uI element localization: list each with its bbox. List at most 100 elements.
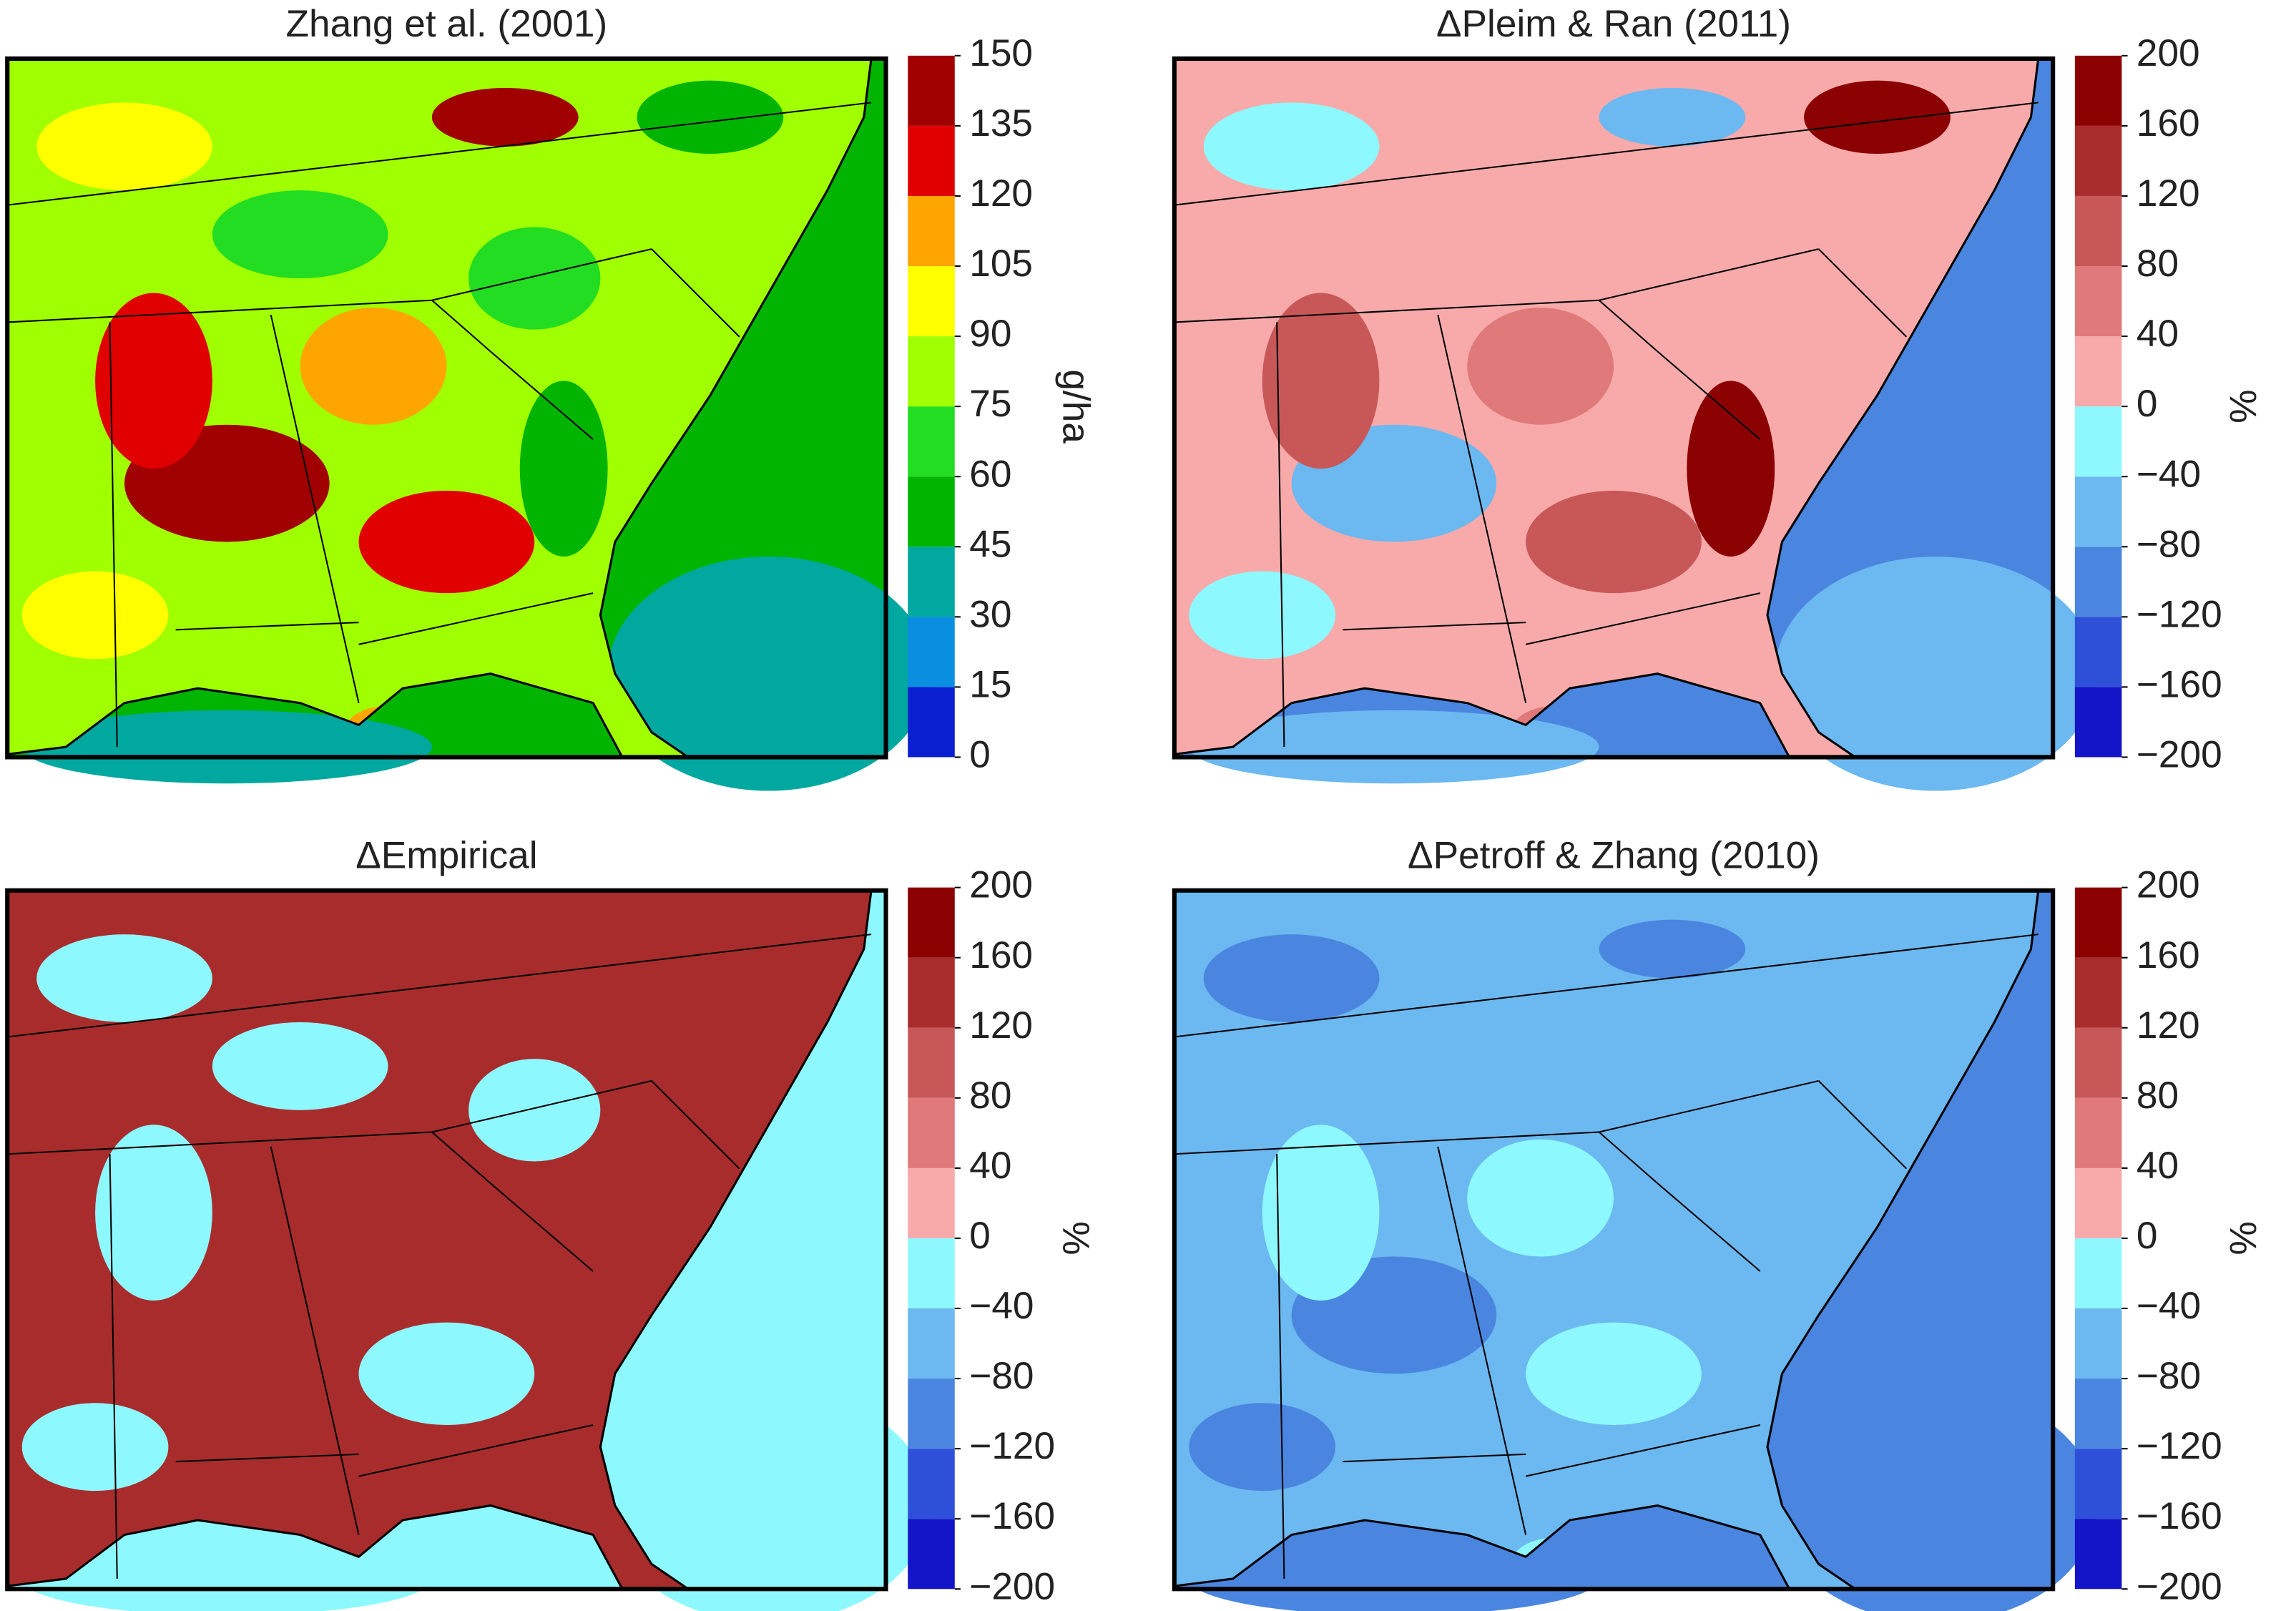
colorbar-tick-label: 135 [969,102,1033,145]
colorbar-segment [2074,266,2122,337]
ocean-zone [21,710,432,784]
colorbar-tick-label: −160 [969,1495,1055,1537]
state-border [1174,934,2039,1038]
land-patch [36,934,212,1022]
colorbar-segment [2074,336,2122,407]
colorbar-tick-label: 120 [2136,1004,2200,1047]
map-frame [5,56,888,760]
colorbar-tick-label: −200 [2136,734,2222,776]
state-border [270,314,360,703]
land-patch [468,1059,601,1162]
colorbar-tick-label: −40 [969,1285,1034,1327]
panel-title: Zhang et al. (2001) [286,3,608,45]
ocean-zone [607,1388,930,1611]
ocean-zone [1775,1388,2097,1611]
colorbar-segment [2074,687,2122,758]
colorbar-segment [908,476,955,547]
colorbar-tick-label: 60 [969,453,1011,495]
state-border [431,1131,594,1272]
colorbar-tick-label: 40 [969,1145,1011,1187]
state-border [7,102,872,206]
land-patch [431,919,579,979]
colorbar-tick-label: 80 [2136,1074,2179,1117]
colorbar-segment [908,266,955,337]
colorbar-tick-label: −80 [2136,523,2201,565]
colorbar-tick-label: 120 [969,172,1033,215]
colorbar-segment [908,336,955,407]
colorbar-tick-label: 200 [2136,32,2200,74]
colorbar-segment [2074,1519,2122,1590]
land-patch [21,571,169,660]
land-patch [358,1322,535,1425]
colorbar-segment [908,1308,955,1379]
state-border [1343,1453,1526,1463]
ocean-zone [607,556,930,791]
colorbar-tick-label: 45 [969,523,1011,565]
state-border [1598,299,1761,440]
map-frame [5,888,888,1592]
state-border [1276,1154,1285,1579]
colorbar-segment [908,1519,955,1590]
colorbar-segment [908,1449,955,1519]
colorbar-tick-label: 80 [2136,243,2179,285]
land-patch [36,102,212,191]
state-border [1525,592,1760,645]
land-patch [1262,1125,1380,1301]
land-patch [1262,293,1380,469]
state-border [1174,102,2039,206]
state-border [1437,1146,1527,1535]
land-texture [1189,912,1951,1590]
land-patch [1687,381,1775,557]
land-patch [300,1139,447,1257]
colorbar-tick-label: 200 [2136,864,2200,906]
land-patch [1804,912,1951,986]
colorbar-segment [2074,957,2122,1028]
state-border [1817,248,1908,338]
land-patch [1635,1059,1767,1162]
state-border [270,1146,360,1535]
map-panel [5,888,930,1611]
map-panel [1172,888,2097,1611]
colorbar-tick-label: 80 [969,1074,1011,1117]
colorbar-tick-label: −160 [2136,663,2222,705]
colorbar-tick-label: −120 [2136,1425,2222,1467]
colorbar-segment [908,125,955,196]
colorbar-segment [2074,1238,2122,1309]
land-patch [1467,1139,1614,1257]
ocean-zone [1775,556,2097,791]
colorbar-segment [2074,617,2122,687]
state-border [7,934,872,1038]
land-patch [95,1125,212,1301]
ocean-zone [1189,710,1599,784]
land-patch [1379,1022,1556,1110]
colorbar-tick-label: −80 [969,1355,1034,1397]
colorbar-tick-label: −40 [2136,1285,2201,1327]
colorbar-segment [2074,1027,2122,1098]
colorbar-segment [2074,547,2122,617]
colorbar-segment [908,1097,955,1168]
land-patch [1804,80,1951,154]
colorbar-segment [2074,1449,2122,1519]
colorbar-segment [2074,406,2122,477]
colorbar-tick-label: −200 [2136,1565,2222,1607]
colorbar-tick-label: −120 [969,1425,1055,1467]
land-patch [1467,307,1614,425]
colorbar-tick-label: −160 [2136,1495,2222,1537]
colorbar-segment [908,547,955,617]
colorbar-segment [2074,1167,2122,1238]
colorbar-segment [2074,1097,2122,1168]
colorbar-label: g/ha [1055,369,1097,444]
colorbar-tick-label: 0 [969,1215,991,1257]
land-patch [1599,87,1746,147]
land-texture [21,912,784,1590]
state-border [358,592,594,645]
colorbar-tick-label: 40 [2136,1145,2179,1187]
land-patch [1526,1322,1702,1425]
land-patch [1599,919,1746,979]
colorbar-segment [908,1238,955,1309]
land-patch [1203,102,1380,191]
land-patch [1635,227,1767,330]
map-panel [1172,56,2097,791]
land-patch [212,190,388,279]
